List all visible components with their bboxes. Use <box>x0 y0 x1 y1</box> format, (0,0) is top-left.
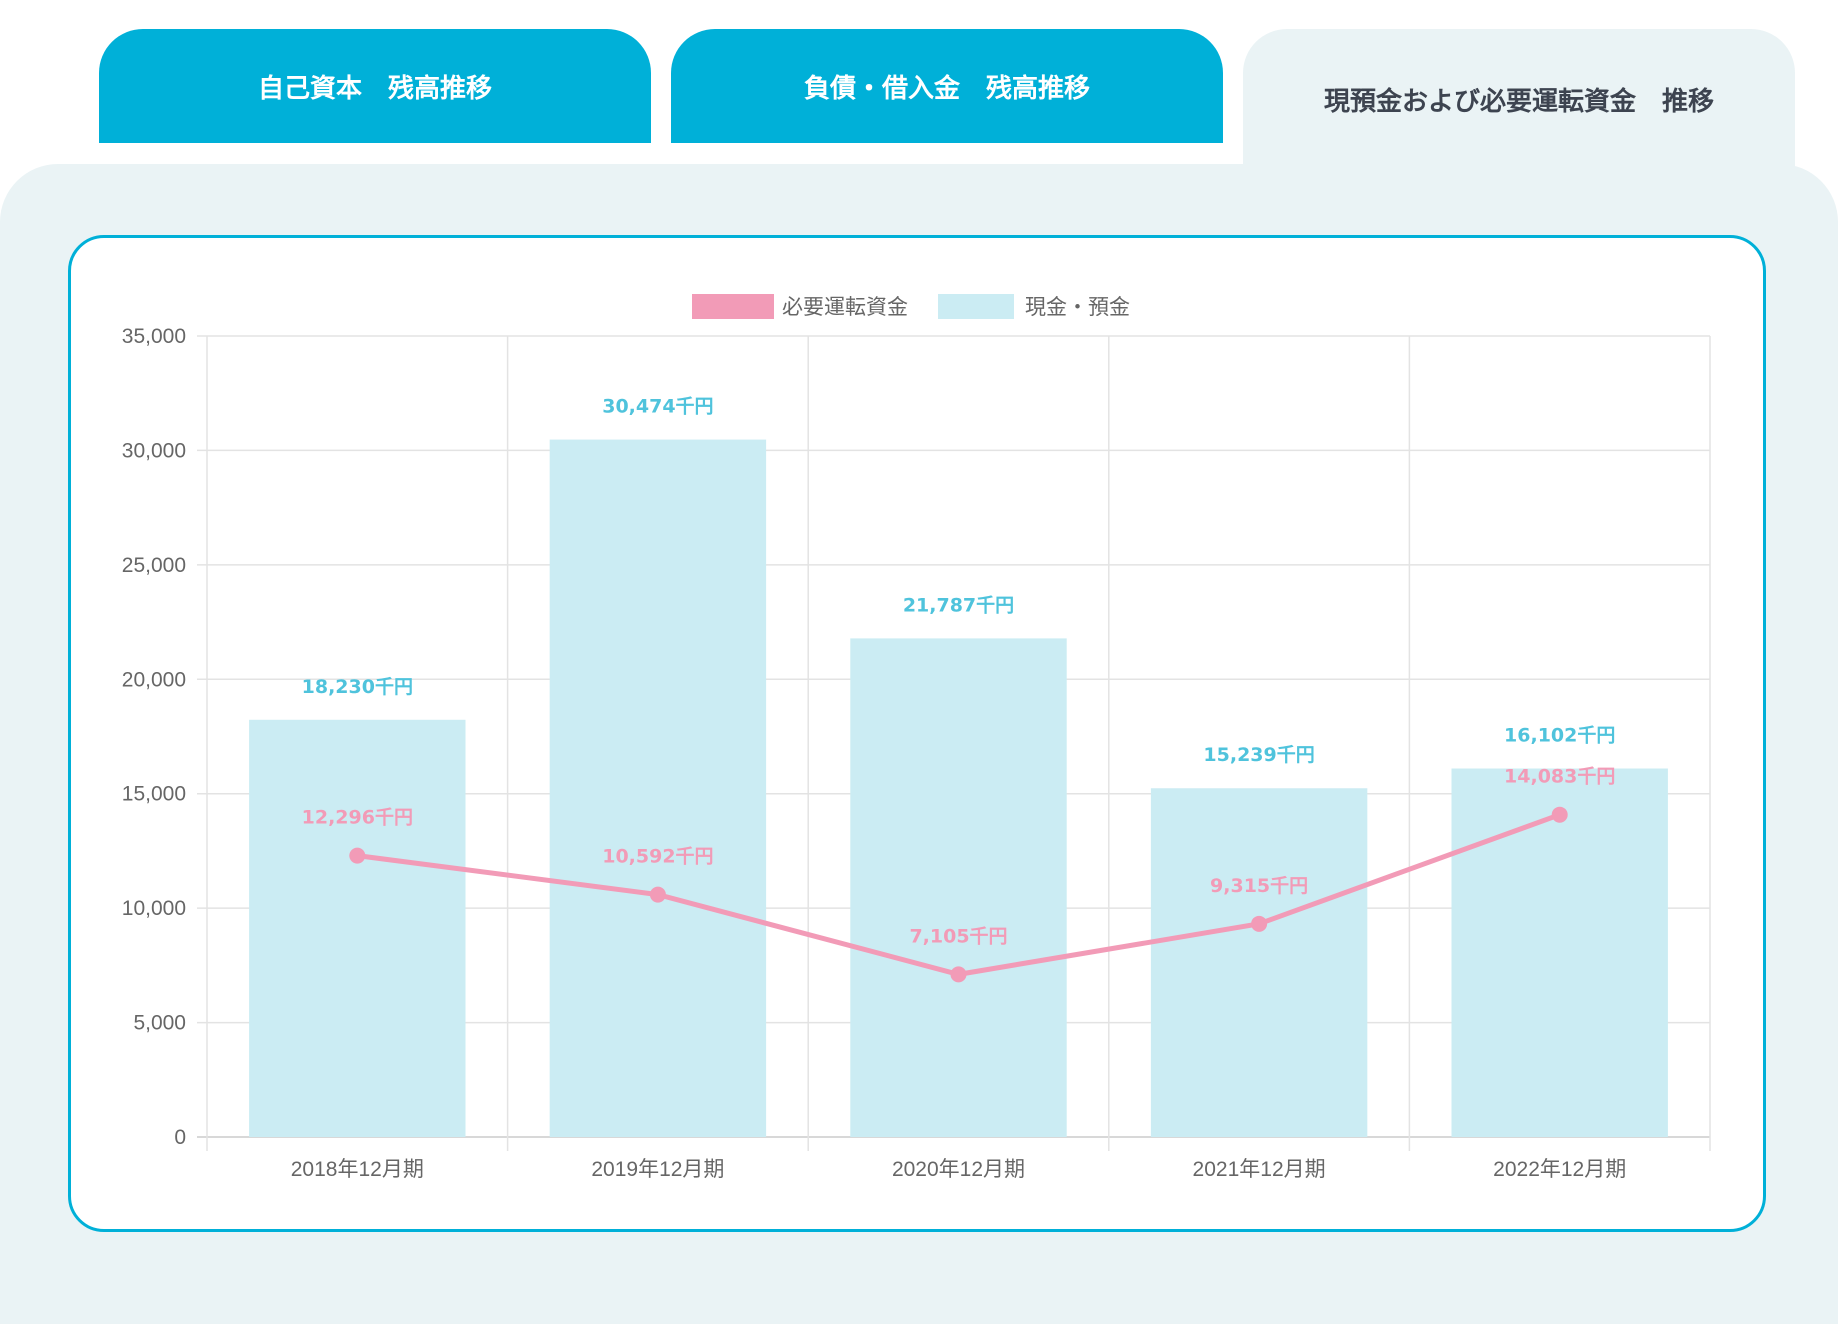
legend-label-cash-deposits: 現金・預金 <box>1025 295 1130 319</box>
bar-cash-deposits <box>1150 788 1368 1137</box>
y-tick-label: 5,000 <box>133 1012 186 1035</box>
x-tick-label: 2019年12月期 <box>591 1158 724 1181</box>
tab-label: 負債・借入金 残高推移 <box>803 73 1090 104</box>
y-tick-label: 35,000 <box>122 325 186 348</box>
y-tick-label: 30,000 <box>122 439 186 462</box>
x-tick-label: 2018年12月期 <box>291 1158 424 1181</box>
y-tick-label: 15,000 <box>122 783 186 806</box>
line-data-label: 9,315千円 <box>1210 875 1308 897</box>
bar-data-label: 21,787千円 <box>903 594 1014 616</box>
bar-cash-deposits <box>1451 768 1668 1137</box>
y-tick-label: 10,000 <box>122 897 186 920</box>
line-data-label: 7,105千円 <box>909 925 1007 947</box>
legend-swatch-cash-deposits <box>938 294 1014 319</box>
y-tick-label: 25,000 <box>122 554 186 577</box>
x-tick-label: 2021年12月期 <box>1193 1158 1326 1181</box>
y-tick-label: 0 <box>174 1126 186 1149</box>
tab-liabilities-balance[interactable]: 負債・借入金 残高推移 <box>671 29 1223 143</box>
x-tick-label: 2022年12月期 <box>1493 1158 1626 1181</box>
line-point <box>349 847 366 864</box>
line-point <box>1551 806 1568 823</box>
bar-cash-deposits <box>549 439 767 1137</box>
line-data-label: 14,083千円 <box>1504 766 1615 788</box>
legend-label-working-capital: 必要運転資金 <box>782 295 908 319</box>
line-point <box>649 886 666 903</box>
bar-cash-deposits <box>249 719 466 1137</box>
bar-data-label: 16,102千円 <box>1504 724 1615 746</box>
tab-cash-working-capital[interactable]: 現預金および必要運転資金 推移 <box>1243 29 1795 169</box>
tab-label: 現預金および必要運転資金 推移 <box>1323 86 1714 117</box>
bar-cash-deposits <box>850 638 1067 1137</box>
line-data-label: 10,592千円 <box>602 846 713 868</box>
x-tick-label: 2020年12月期 <box>892 1158 1025 1181</box>
chart: 0 5,000 10,000 15,000 20,000 25,000 30,000 35,0… <box>122 294 1711 1181</box>
bar-data-label: 18,230千円 <box>302 676 413 698</box>
line-data-label: 12,296千円 <box>302 807 413 829</box>
line-point <box>1251 915 1268 932</box>
line-point <box>950 966 967 983</box>
bar-data-label: 15,239千円 <box>1203 744 1314 766</box>
bar-data-label: 30,474千円 <box>602 396 713 418</box>
y-tick-label: 20,000 <box>122 668 186 691</box>
tab-equity-balance[interactable]: 自己資本 残高推移 <box>99 29 651 143</box>
legend-swatch-working-capital <box>692 294 774 319</box>
tab-label: 自己資本 残高推移 <box>257 73 492 104</box>
